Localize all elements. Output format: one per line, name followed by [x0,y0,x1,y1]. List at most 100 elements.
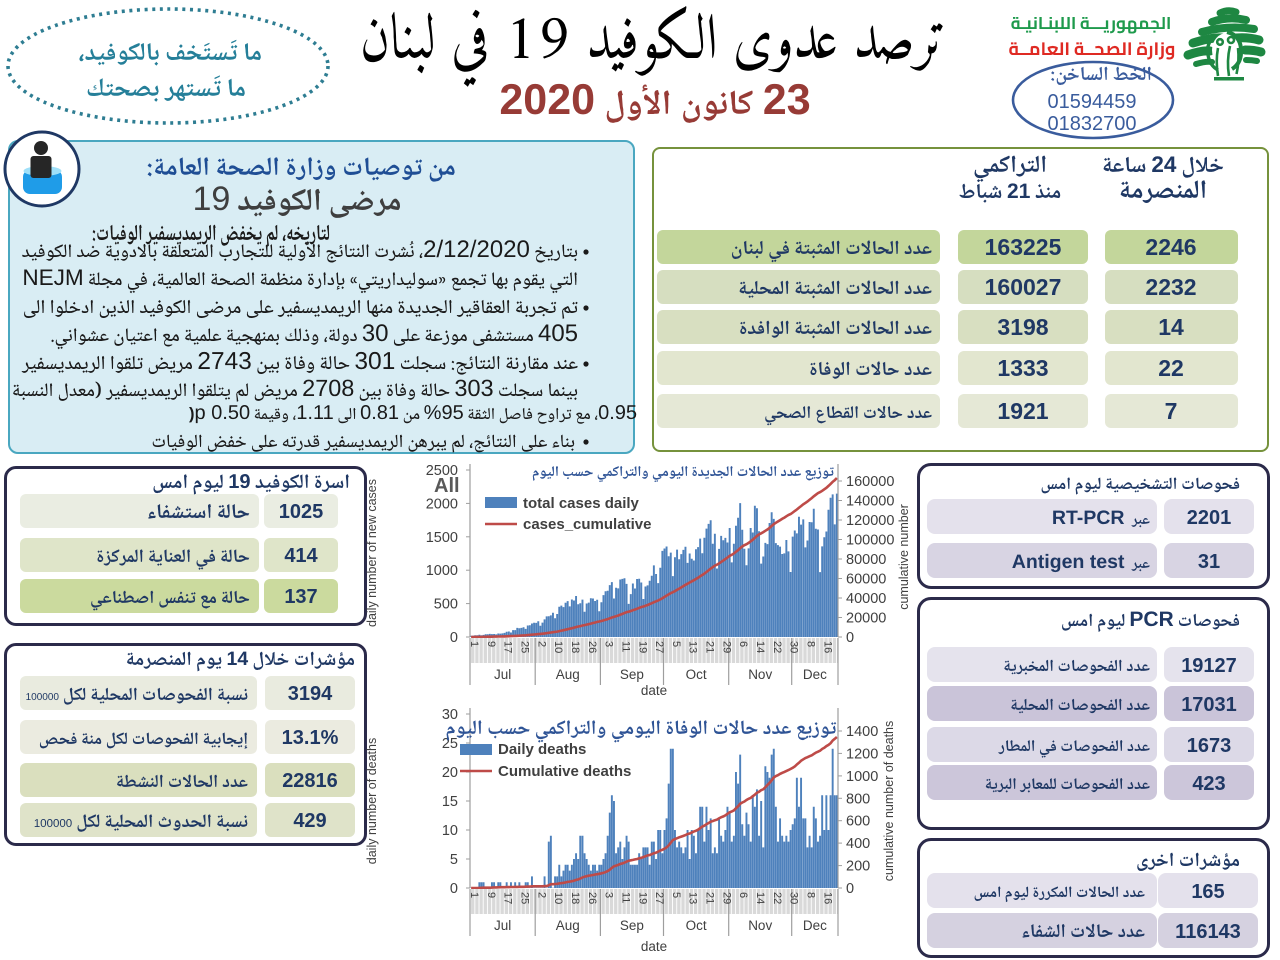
svg-text:18: 18 [569,641,581,653]
svg-text:19: 19 [636,892,648,904]
svg-text:15: 15 [442,794,458,810]
svg-text:13: 13 [687,641,699,653]
svg-text:17: 17 [502,641,514,653]
svg-text:Jul: Jul [494,667,511,682]
svg-text:10: 10 [552,892,564,904]
svg-text:30: 30 [788,641,800,653]
svg-text:2500: 2500 [426,463,458,479]
svg-text:2: 2 [535,641,547,647]
svg-text:1000: 1000 [846,769,878,785]
svg-text:Dec: Dec [803,918,827,933]
svg-text:5: 5 [670,892,682,898]
svg-text:Oct: Oct [686,918,707,933]
svg-text:3: 3 [603,641,615,647]
svg-text:414: 414 [284,545,318,567]
svg-text:160000: 160000 [846,474,894,490]
svg-text:Sep: Sep [620,918,644,933]
svg-text:20000: 20000 [846,611,886,627]
svg-text:20: 20 [442,765,458,781]
svg-text:5: 5 [670,641,682,647]
svg-text:800: 800 [846,791,870,807]
svg-text:11: 11 [620,892,632,903]
svg-text:Sep: Sep [620,667,644,682]
svg-text:1000: 1000 [426,563,458,579]
svg-text:Cumulative deaths: Cumulative deaths [498,763,631,780]
svg-text:1333: 1333 [997,355,1048,381]
svg-text:25: 25 [519,892,531,904]
svg-text:daily number of new cases: daily number of new cases [365,479,379,627]
svg-text:21: 21 [704,641,716,653]
svg-text:22: 22 [771,641,783,653]
svg-text:7: 7 [1165,398,1178,424]
svg-text:30: 30 [442,707,458,723]
svg-text:1921: 1921 [997,398,1048,424]
svg-text:160027: 160027 [985,274,1062,300]
svg-text:9: 9 [485,892,497,898]
svg-text:8: 8 [805,641,817,647]
svg-text:14: 14 [1158,314,1184,340]
svg-text:165: 165 [1191,881,1224,903]
svg-text:100000: 100000 [846,533,894,549]
svg-text:2232: 2232 [1145,274,1196,300]
svg-text:6: 6 [737,892,749,898]
svg-text:200: 200 [846,859,870,875]
svg-text:22816: 22816 [282,770,338,792]
svg-text:2000: 2000 [426,496,458,512]
svg-text:3: 3 [603,892,615,898]
svg-text:1025: 1025 [279,501,324,523]
svg-text:0: 0 [450,881,458,897]
svg-text:17: 17 [502,892,514,904]
svg-text:All: All [434,475,460,497]
svg-text:5: 5 [450,852,458,868]
svg-text:daily number of deaths: daily number of deaths [365,738,379,864]
svg-text:Jul: Jul [494,918,511,933]
svg-text:Aug: Aug [556,918,580,933]
svg-text:29: 29 [720,892,732,904]
svg-text:30: 30 [788,892,800,904]
svg-text:27: 27 [653,892,665,904]
svg-text:1: 1 [468,641,480,647]
svg-text:cumulative number: cumulative number [897,504,911,610]
svg-text:9: 9 [485,641,497,647]
svg-text:8: 8 [805,892,817,898]
svg-text:2: 2 [535,892,547,898]
svg-text:116143: 116143 [1175,921,1241,943]
svg-text:19127: 19127 [1181,655,1237,677]
svg-text:Nov: Nov [748,667,772,682]
svg-text:429: 429 [293,810,326,832]
svg-text:14: 14 [754,641,766,653]
svg-text:0: 0 [846,630,854,646]
svg-text:2201: 2201 [1187,507,1232,529]
svg-text:cases_cumulative: cases_cumulative [523,516,651,533]
svg-text:18: 18 [569,892,581,904]
svg-text:6: 6 [737,641,749,647]
svg-text:25: 25 [519,641,531,653]
svg-text:22: 22 [1158,355,1184,381]
svg-text:Dec: Dec [803,667,827,682]
svg-text:date: date [641,939,667,954]
svg-text:16: 16 [821,892,833,904]
svg-text:3198: 3198 [997,314,1048,340]
svg-text:26: 26 [586,641,598,653]
svg-text:Aug: Aug [556,667,580,682]
svg-text:31: 31 [1198,551,1220,573]
svg-text:3194: 3194 [288,683,333,705]
svg-text:140000: 140000 [846,494,894,510]
svg-text:40000: 40000 [846,591,886,607]
svg-text:0: 0 [450,630,458,646]
svg-text:80000: 80000 [846,552,886,568]
svg-text:01832700: 01832700 [1048,113,1137,135]
svg-text:14: 14 [754,892,766,904]
svg-text:1200: 1200 [846,746,878,762]
svg-text:163225: 163225 [985,234,1062,260]
svg-text:1400: 1400 [846,724,878,740]
svg-text:16: 16 [821,641,833,653]
svg-text:13: 13 [687,892,699,904]
svg-text:01594459: 01594459 [1048,91,1137,113]
svg-text:137: 137 [284,586,317,608]
svg-text:Oct: Oct [686,667,707,682]
svg-text:120000: 120000 [846,513,894,529]
svg-text:Nov: Nov [748,918,772,933]
svg-text:21: 21 [704,892,716,904]
svg-text:date: date [641,683,667,698]
